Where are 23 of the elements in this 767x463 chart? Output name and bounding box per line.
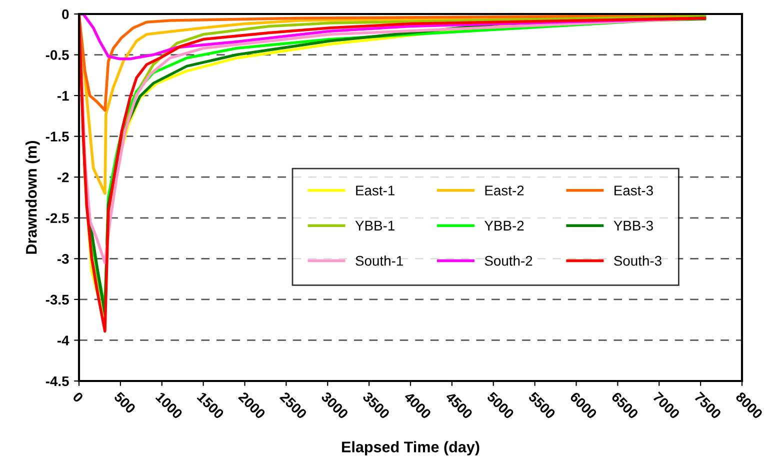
legend-label: East-3	[614, 186, 653, 196]
legend-label: YBB-3	[614, 220, 653, 231]
legend-label: South-2	[484, 256, 532, 266]
legend-label: YBB-1	[355, 220, 394, 230]
x-tick-label: 500	[114, 391, 136, 414]
y-tick-label: -0.5	[46, 50, 69, 60]
y-tick-label: -3	[57, 254, 69, 264]
y-tick-label: -2	[57, 172, 69, 182]
y-tick-label: -1	[57, 91, 69, 101]
legend-label: East-2	[485, 186, 524, 196]
y-tick-label: -1.5	[46, 132, 69, 142]
y-axis-title: Drawndown (m)	[26, 140, 40, 254]
legend-label: YBB-2	[484, 220, 524, 230]
x-axis-title: Elapsed Time (day)	[342, 441, 480, 456]
y-tick-label: -4	[57, 336, 70, 346]
legend-label: South-3	[614, 256, 662, 266]
y-tick-label: -4.5	[46, 376, 69, 386]
y-tick-label: -3.5	[46, 294, 69, 305]
legend-label: South-1	[356, 256, 403, 266]
y-tick-label: 0	[62, 9, 69, 20]
x-tick-label: 0	[72, 391, 84, 403]
y-tick-label: -2.5	[46, 213, 69, 224]
legend-label: East-1	[356, 186, 394, 196]
